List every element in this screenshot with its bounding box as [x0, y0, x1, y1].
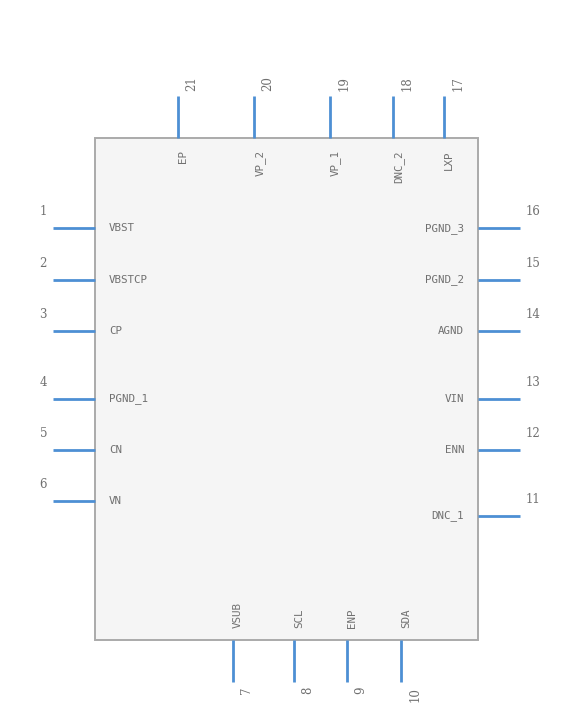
Text: 17: 17: [452, 76, 464, 91]
Text: VIN: VIN: [445, 394, 464, 404]
Text: VN: VN: [109, 496, 122, 507]
Text: 14: 14: [526, 308, 541, 321]
Text: 1: 1: [40, 205, 47, 218]
Text: VSUB: VSUB: [233, 602, 243, 628]
Text: 16: 16: [526, 205, 541, 218]
Text: 11: 11: [526, 493, 541, 505]
Text: 3: 3: [40, 308, 47, 321]
Text: 8: 8: [301, 687, 314, 695]
Text: 21: 21: [186, 76, 198, 91]
Text: CN: CN: [109, 446, 122, 455]
Text: 9: 9: [354, 687, 367, 695]
Text: SCL: SCL: [294, 609, 304, 628]
Text: ENN: ENN: [445, 446, 464, 455]
Text: 2: 2: [40, 256, 47, 269]
Text: AGND: AGND: [438, 325, 464, 336]
Text: PGND_3: PGND_3: [425, 223, 464, 234]
Text: ENP: ENP: [347, 609, 357, 628]
Text: CP: CP: [109, 325, 122, 336]
Text: 7: 7: [240, 687, 253, 695]
Text: VBST: VBST: [109, 223, 135, 234]
Text: PGND_1: PGND_1: [109, 394, 148, 405]
Text: 20: 20: [261, 76, 274, 91]
Text: DNC_1: DNC_1: [432, 510, 464, 521]
Text: VP_2: VP_2: [254, 150, 265, 176]
Text: 12: 12: [526, 427, 541, 440]
Text: 13: 13: [526, 376, 541, 389]
Text: DNC_2: DNC_2: [394, 150, 404, 183]
Text: 19: 19: [337, 76, 350, 91]
Text: EP: EP: [178, 150, 189, 163]
Text: 15: 15: [526, 256, 541, 269]
Bar: [95, 138, 478, 640]
Text: 6: 6: [40, 478, 47, 491]
Text: VBSTCP: VBSTCP: [109, 274, 148, 285]
Text: LXP: LXP: [444, 150, 454, 170]
Text: 4: 4: [40, 376, 47, 389]
Text: 18: 18: [400, 76, 414, 91]
Text: 10: 10: [408, 687, 421, 702]
Text: SDA: SDA: [402, 609, 411, 628]
Text: PGND_2: PGND_2: [425, 274, 464, 285]
Text: VP_1: VP_1: [330, 150, 341, 176]
Text: 5: 5: [40, 427, 47, 440]
